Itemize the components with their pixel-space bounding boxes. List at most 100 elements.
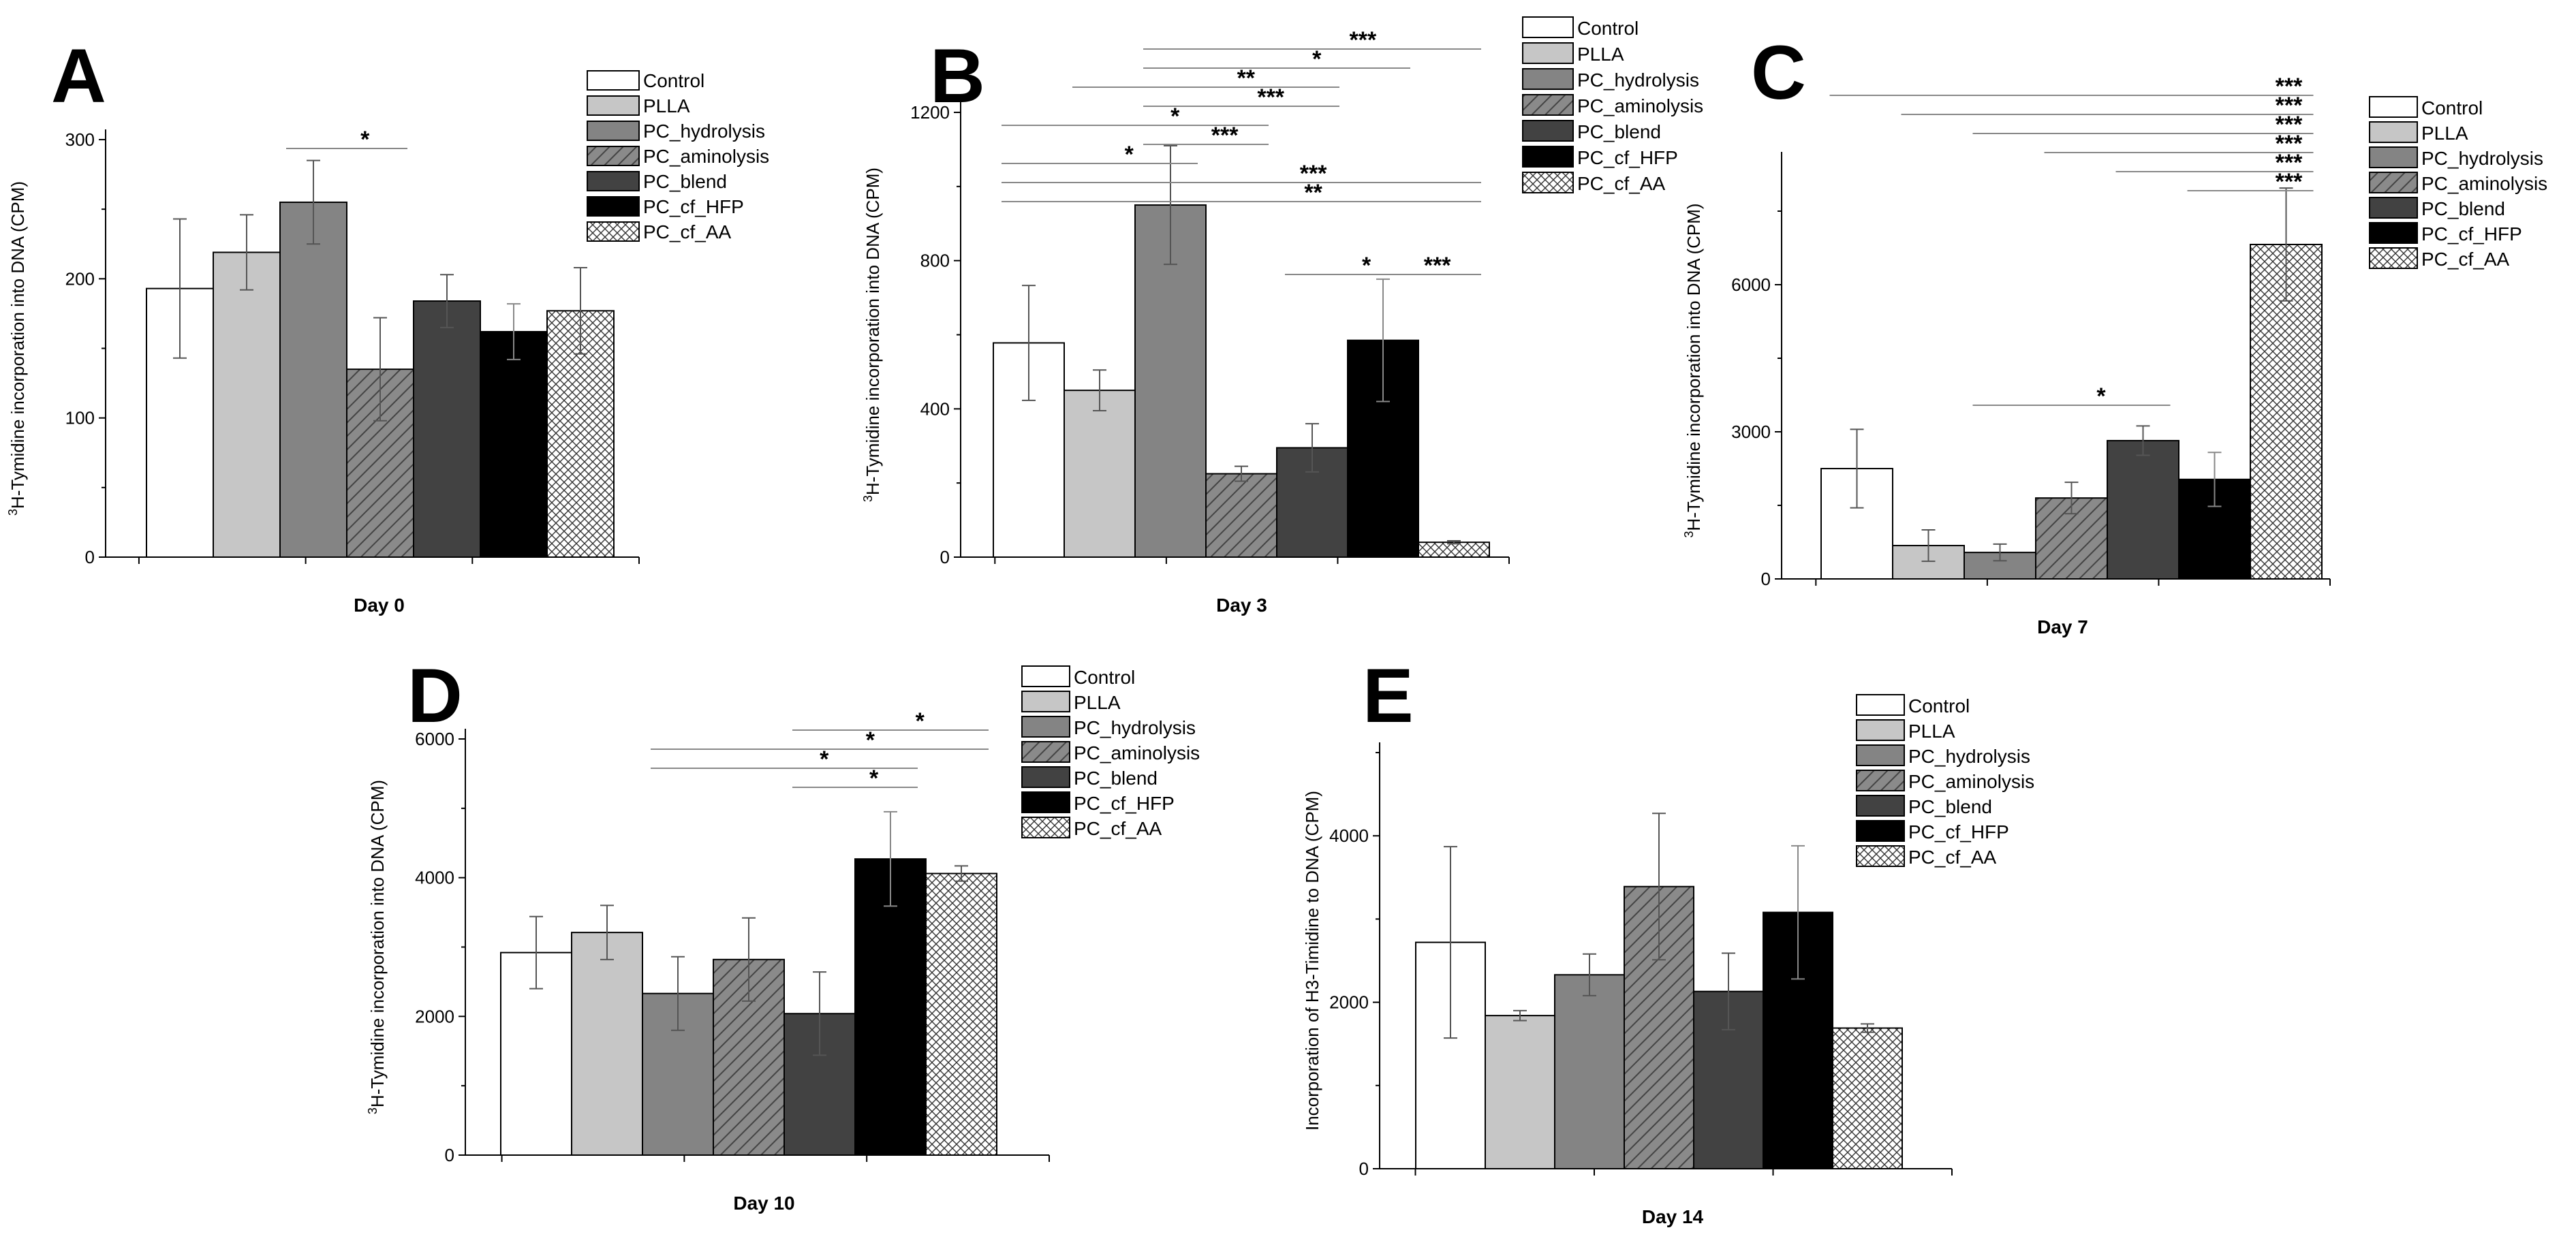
x-axis-title: Day 10: [733, 1193, 794, 1214]
legend-swatch: [1522, 68, 1574, 90]
significance-label: ***: [2276, 169, 2303, 195]
y-tick-label: 0: [1359, 1159, 1369, 1179]
legend-label: PC_hydrolysis: [1908, 746, 2030, 767]
significance-label: ***: [1257, 84, 1284, 110]
bar-PC_blend: [2107, 439, 2179, 580]
legend: Control PLLA PC_hydrolysis PC_aminolysis PC_…: [1021, 665, 1200, 839]
bar-PC_cf_HFP: [854, 858, 927, 1156]
panel-label: E: [1363, 653, 1414, 738]
y-tick-label: 6000: [1731, 274, 1771, 295]
legend: Control PLLA PC_hydrolysis PC_aminolysis PC_…: [1856, 694, 2034, 868]
legend-swatch: [1021, 716, 1070, 738]
legend-label: PC_cf_HFP: [2421, 223, 2522, 245]
y-tick-label: 800: [920, 251, 950, 271]
x-axis-title: Day 7: [2037, 616, 2088, 637]
legend-swatch: [1522, 42, 1574, 64]
legend-label: PC_hydrolysis: [643, 121, 765, 142]
y-tick-label: 1200: [910, 102, 950, 123]
y-tick-label: 4000: [415, 868, 454, 888]
bar-PC_cf_HFP: [480, 330, 548, 558]
legend-label: PC_cf_HFP: [643, 196, 744, 217]
legend-label: PC_blend: [1577, 121, 1661, 142]
bar-PC_blend: [413, 300, 481, 558]
legend-label: PC_hydrolysis: [2421, 148, 2543, 169]
legend-swatch: [1856, 694, 1905, 716]
legend-label: PC_aminolysis: [2421, 173, 2547, 194]
legend-label: PC_cf_HFP: [1908, 821, 2009, 842]
bar-PC_hydrolysis: [279, 201, 347, 558]
legend-label: PLLA: [1577, 44, 1624, 65]
legend-swatch: [587, 221, 640, 242]
significance-label: ***: [2276, 93, 2303, 119]
panel-D: D 0 2000 4000 6000 3H-Tymidine incorporation …: [366, 653, 1200, 1214]
panel-label: D: [407, 653, 463, 738]
significance-label: ***: [1350, 27, 1377, 53]
legend-label: PLLA: [2421, 123, 2468, 144]
significance-label: ***: [1211, 123, 1239, 148]
legend-label: PC_cf_AA: [1908, 847, 1996, 868]
bar-PC_cf_AA: [1832, 1027, 1903, 1170]
legend-label: Control: [2421, 97, 2483, 119]
x-axis-title: Day 0: [354, 595, 405, 616]
significance-label: ***: [2276, 150, 2303, 176]
legend: Control PLLA PC_hydrolysis PC_aminolysis PC_…: [1522, 16, 1703, 194]
significance-label: *: [1312, 46, 1322, 72]
legend-swatch: [2369, 247, 2418, 269]
bar-PLLA: [1064, 390, 1136, 558]
significance-label: *: [2096, 383, 2106, 409]
y-axis-title-text: H-Tymidine incorporation into DNA (CPM): [863, 168, 883, 495]
legend-swatch: [1021, 817, 1070, 838]
legend-label: PC_cf_AA: [2421, 249, 2509, 270]
legend-label: PC_aminolysis: [1908, 771, 2034, 792]
legend-label: PC_cf_HFP: [1074, 793, 1175, 814]
legend-label: Control: [1908, 695, 1970, 716]
legend-swatch: [587, 196, 640, 217]
x-axis-title: Day 3: [1216, 595, 1267, 616]
y-tick-label: 2000: [1329, 992, 1369, 1013]
significance-label: ***: [1424, 253, 1451, 279]
legend-label: PC_cf_AA: [643, 221, 731, 242]
legend-label: PC_cf_AA: [1577, 173, 1665, 194]
legend-swatch: [1021, 791, 1070, 813]
y-axis-title: 3H-Tymidine incorporation into DNA (CPM): [6, 181, 28, 516]
legend-swatch: [587, 121, 640, 141]
significance-label: **: [1304, 180, 1322, 206]
legend-swatch: [587, 171, 640, 191]
y-tick-label: 0: [85, 547, 95, 567]
bar-PLLA: [571, 932, 643, 1156]
legend-label: PC_aminolysis: [1577, 95, 1703, 116]
legend-swatch: [2369, 96, 2418, 118]
significance-label: ***: [2276, 131, 2303, 157]
significance-label: ***: [1300, 161, 1327, 187]
panel-label: C: [1751, 30, 1806, 115]
y-tick-label: 0: [1761, 569, 1771, 589]
legend-label: PC_blend: [2421, 198, 2505, 219]
y-tick-label: 0: [940, 547, 950, 567]
legend-label: PC_hydrolysis: [1577, 69, 1699, 91]
legend-label: PLLA: [1074, 692, 1121, 713]
legend-label: PC_cf_HFP: [1577, 147, 1678, 168]
y-axis-title: Incorporation of H3-Timidine to DNA (CPM…: [1302, 791, 1322, 1131]
legend-label: Control: [1074, 667, 1135, 688]
y-axis-title-sup: 3: [1682, 531, 1696, 538]
significance-label: *: [360, 127, 370, 153]
legend-label: Control: [1577, 18, 1639, 39]
significance-label: *: [1125, 142, 1134, 168]
y-axis-title: 3H-Tymidine incorporation into DNA (CPM): [861, 168, 883, 502]
y-tick-label: 200: [65, 268, 95, 289]
legend-swatch: [2369, 121, 2418, 143]
legend-label: PLLA: [1908, 721, 1955, 742]
y-tick-label: 0: [445, 1145, 454, 1165]
bar-PC_hydrolysis: [1554, 974, 1625, 1170]
significance-label: *: [866, 727, 875, 753]
significance-label: *: [1170, 104, 1180, 129]
legend-swatch: [587, 95, 640, 116]
panel-E: E 0 2000 4000 Incorporation of H3-Timidine t…: [1302, 653, 2034, 1227]
legend: Control PLLA PC_hydrolysis PC_aminolysis PC_…: [587, 70, 769, 242]
panel-A: A 0 100 200 300 3H-Tymidine incorporation int…: [6, 33, 769, 616]
legend-swatch: [1021, 665, 1070, 687]
panel-label: A: [51, 33, 106, 119]
legend-label: PLLA: [643, 95, 690, 116]
